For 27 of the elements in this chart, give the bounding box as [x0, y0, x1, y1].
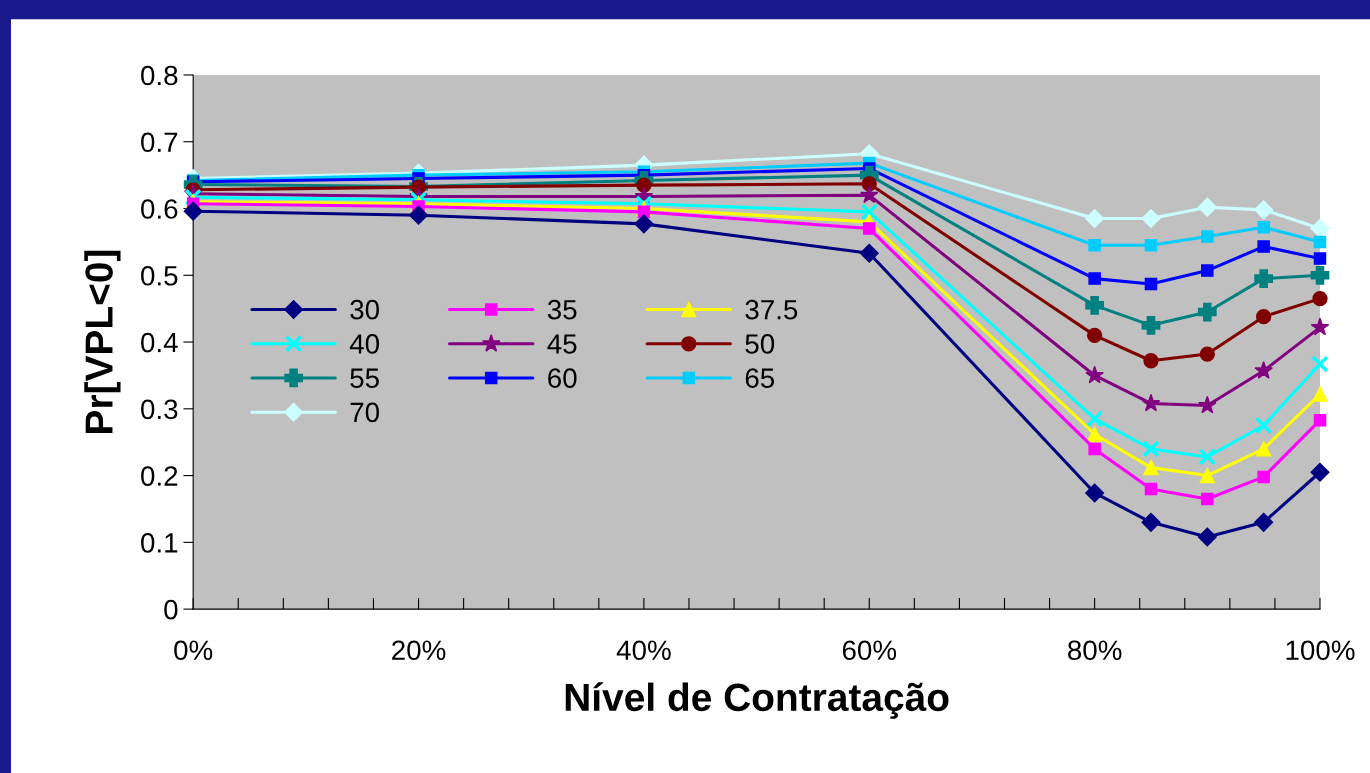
y-tick-label: 0.8 — [141, 65, 178, 86]
legend-label: 40 — [349, 334, 380, 354]
legend-label: 45 — [547, 334, 577, 354]
legend-label: 35 — [547, 299, 577, 320]
legend-label: 55 — [350, 368, 379, 388]
y-tick-label: 0.3 — [141, 399, 178, 420]
y-tick-label: 0.6 — [141, 199, 178, 219]
y-tick-label: 0.1 — [141, 533, 178, 553]
y-tick-label: 0 — [164, 599, 178, 620]
x-axis-title: Nível de Contratação — [565, 682, 949, 719]
x-tick-label: 40% — [616, 640, 671, 661]
y-axis-title: Pr[VPL<0] — [84, 250, 121, 433]
legend-label: 70 — [350, 402, 380, 423]
legend-label: 60 — [548, 368, 577, 388]
y-tick-label: 0.7 — [141, 132, 178, 153]
legend-label: 50 — [745, 334, 775, 354]
legend-label: 65 — [745, 368, 775, 388]
x-tick-label: 0% — [174, 640, 213, 661]
x-tick-label: 60% — [842, 640, 897, 661]
y-tick-label: 0.5 — [141, 265, 178, 286]
y-tick-label: 0.4 — [141, 332, 178, 353]
x-tick-label: 80% — [1068, 640, 1122, 661]
x-tick-label: 100% — [1286, 640, 1355, 661]
legend-label: 30 — [350, 299, 380, 320]
y-tick-label: 0.2 — [141, 466, 178, 486]
legend-label: 37.5 — [745, 299, 798, 320]
x-tick-label: 20% — [392, 640, 446, 661]
